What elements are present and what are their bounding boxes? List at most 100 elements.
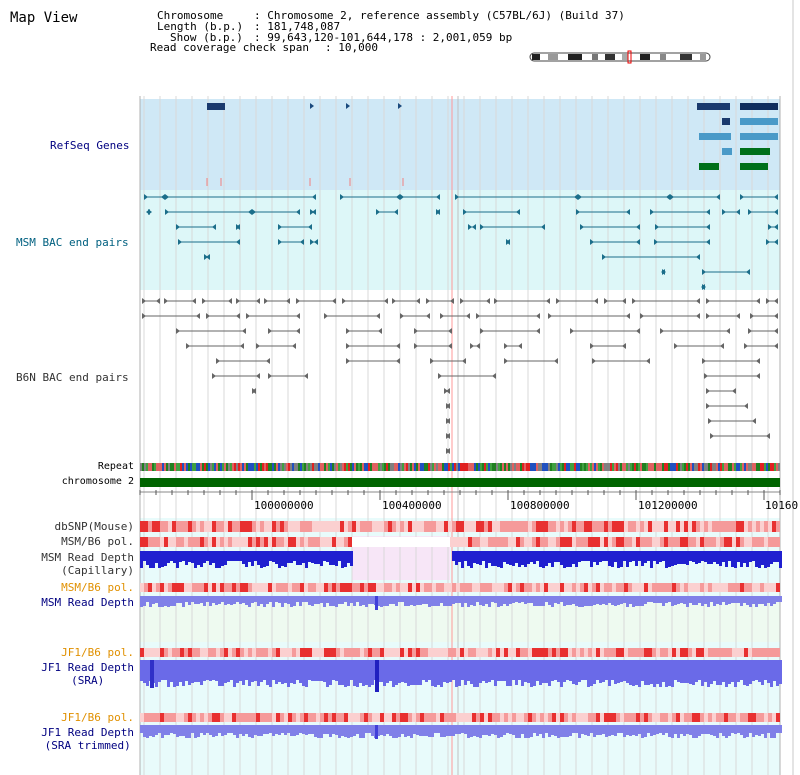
msm-pol-heat-cell	[528, 583, 532, 592]
msm-pol-heat-cell	[484, 537, 488, 547]
msm-capillary-depth-bar	[596, 551, 599, 565]
jf1-sra-depth-bar	[236, 660, 239, 683]
track-label-jf1-pol-1[interactable]: JF1/B6 pol.	[61, 646, 134, 659]
track-label-msm-pol-1[interactable]: MSM/B6 pol.	[61, 535, 134, 548]
jf1-pol-heat-cell	[564, 713, 568, 722]
jf1-pol-heat-cell	[716, 713, 720, 722]
jf1-trimmed-depth-bar	[614, 725, 617, 736]
dbsnp-heat-cell	[640, 521, 644, 532]
jf1-pol-heat-cell	[424, 648, 428, 657]
msm-sra-depth-bar	[398, 596, 401, 602]
repeat-segment	[374, 463, 376, 471]
msm-sra-depth-bar	[323, 596, 326, 607]
msm-pol-heat-cell	[364, 583, 368, 592]
msm-sra-depth-bar	[653, 596, 656, 603]
b6n-bac-pair-end	[268, 328, 272, 334]
track-label-chromosome[interactable]: chromosome 2	[61, 476, 134, 487]
msm-bac-pair-end	[455, 194, 459, 200]
msm-sra-depth-bar	[299, 596, 302, 606]
msm-pol-heat-cell	[612, 537, 616, 547]
jf1-pol-heat-cell	[768, 713, 772, 722]
jf1-pol-heat-cell	[180, 713, 184, 722]
repeat-segment	[348, 463, 350, 471]
jf1-pol-heat-cell	[320, 648, 324, 657]
dbsnp-heat-cell	[512, 521, 516, 532]
jf1-pol-heat-cell	[328, 713, 332, 722]
msm-sra-depth-bar	[563, 596, 566, 606]
b6n-bac-pair-end	[346, 328, 350, 334]
track-label-msm-depth-sra[interactable]: MSM Read Depth	[41, 596, 134, 609]
msm-sra-depth-bar	[224, 596, 227, 605]
jf1-trimmed-depth-bar	[284, 725, 287, 735]
jf1-pol-heat-cell	[604, 713, 608, 722]
dbsnp-heat-cell	[156, 521, 160, 532]
b6n-bac-pair-end	[710, 433, 714, 439]
msm-capillary-depth-bar	[662, 551, 665, 561]
jf1-pol-heat-cell	[272, 713, 276, 722]
msm-sra-depth-bar	[638, 596, 641, 606]
msm-bac-pair-end	[212, 224, 216, 230]
repeat-segment	[712, 463, 714, 471]
repeat-segment	[728, 463, 730, 471]
msm-pol-heat-cell	[656, 537, 660, 547]
jf1-pol-heat-cell	[528, 713, 532, 722]
jf1-pol-heat-cell	[396, 648, 400, 657]
msm-sra-depth-bar	[587, 596, 590, 606]
jf1-trimmed-depth-bar	[470, 725, 473, 737]
msm-capillary-depth-bar	[731, 551, 734, 567]
msm-pol-heat-cell	[756, 537, 760, 547]
track-label-refseq[interactable]: RefSeq Genes	[50, 139, 130, 152]
track-label-dbsnp[interactable]: dbSNP(Mouse)	[54, 520, 134, 533]
msm-bac-pair-end	[312, 209, 316, 215]
jf1-pol-heat-cell	[436, 713, 440, 722]
jf1-pol-heat-cell	[560, 713, 564, 722]
track-label-msm-depth-capillary[interactable]: MSM Read Depth (Capillary)	[41, 551, 134, 577]
msm-capillary-depth-bar	[728, 551, 731, 561]
b6n-bac-pair-end	[480, 328, 484, 334]
jf1-sra-depth-bar	[596, 660, 599, 680]
msm-pol-heat-cell	[348, 537, 352, 547]
msm-sra-depth-bar	[659, 596, 662, 603]
msm-capillary-depth-bar	[320, 551, 323, 566]
track-label-msm-pol-2[interactable]: MSM/B6 pol.	[61, 581, 134, 594]
msm-sra-depth-bar	[245, 596, 248, 605]
jf1-pol-heat-cell	[352, 648, 356, 657]
dbsnp-heat-cell	[756, 521, 760, 532]
track-label-jf1-pol-2[interactable]: JF1/B6 pol.	[61, 711, 134, 724]
jf1-pol-heat-cell	[144, 713, 148, 722]
msm-capillary-depth-bar	[635, 551, 638, 566]
jf1-pol-heat-cell	[416, 713, 420, 722]
jf1-pol-heat-cell	[660, 713, 664, 722]
jf1-pol-heat-cell	[340, 713, 344, 722]
track-label-msm-bac[interactable]: MSM BAC end pairs	[16, 236, 129, 249]
track-label-jf1-depth-trimmed[interactable]: JF1 Read Depth (SRA trimmed)	[41, 726, 134, 752]
track-label-jf1-depth-sra[interactable]: JF1 Read Depth (SRA)	[41, 661, 134, 687]
msm-pol-heat-cell	[444, 583, 448, 592]
jf1-trimmed-depth-bar	[320, 725, 323, 738]
repeat-segment	[212, 463, 214, 471]
dbsnp-heat-cell	[448, 521, 452, 532]
jf1-pol-heat-cell	[768, 648, 772, 657]
jf1-pol-heat-cell	[332, 648, 336, 657]
msm-sra-depth-bar	[392, 596, 395, 604]
msm-sra-depth-bar	[293, 596, 296, 606]
jf1-sra-depth-bar	[542, 660, 545, 683]
track-label-repeat[interactable]: Repeat	[97, 461, 134, 472]
track-label-b6n-bac[interactable]: B6N BAC end pairs	[16, 371, 129, 384]
msm-pol-heat-cell	[752, 583, 756, 592]
jf1-pol-heat-cell	[328, 648, 332, 657]
jf1-pol-heat-cell	[772, 648, 776, 657]
repeat-segment	[500, 463, 502, 471]
msm-sra-depth-bar	[308, 596, 311, 605]
jf1-pol-heat-cell	[736, 713, 740, 722]
msm-pol-heat-cell	[720, 537, 724, 547]
msm-sra-depth-bar	[695, 596, 698, 605]
repeat-segment	[396, 463, 398, 471]
msm-bac-pair-end	[436, 194, 440, 200]
msm-sra-depth-bar	[650, 596, 653, 602]
msm-sra-depth-bar	[311, 596, 314, 606]
msm-pol-heat-cell	[504, 583, 508, 592]
jf1-pol-heat-cell	[720, 713, 724, 722]
